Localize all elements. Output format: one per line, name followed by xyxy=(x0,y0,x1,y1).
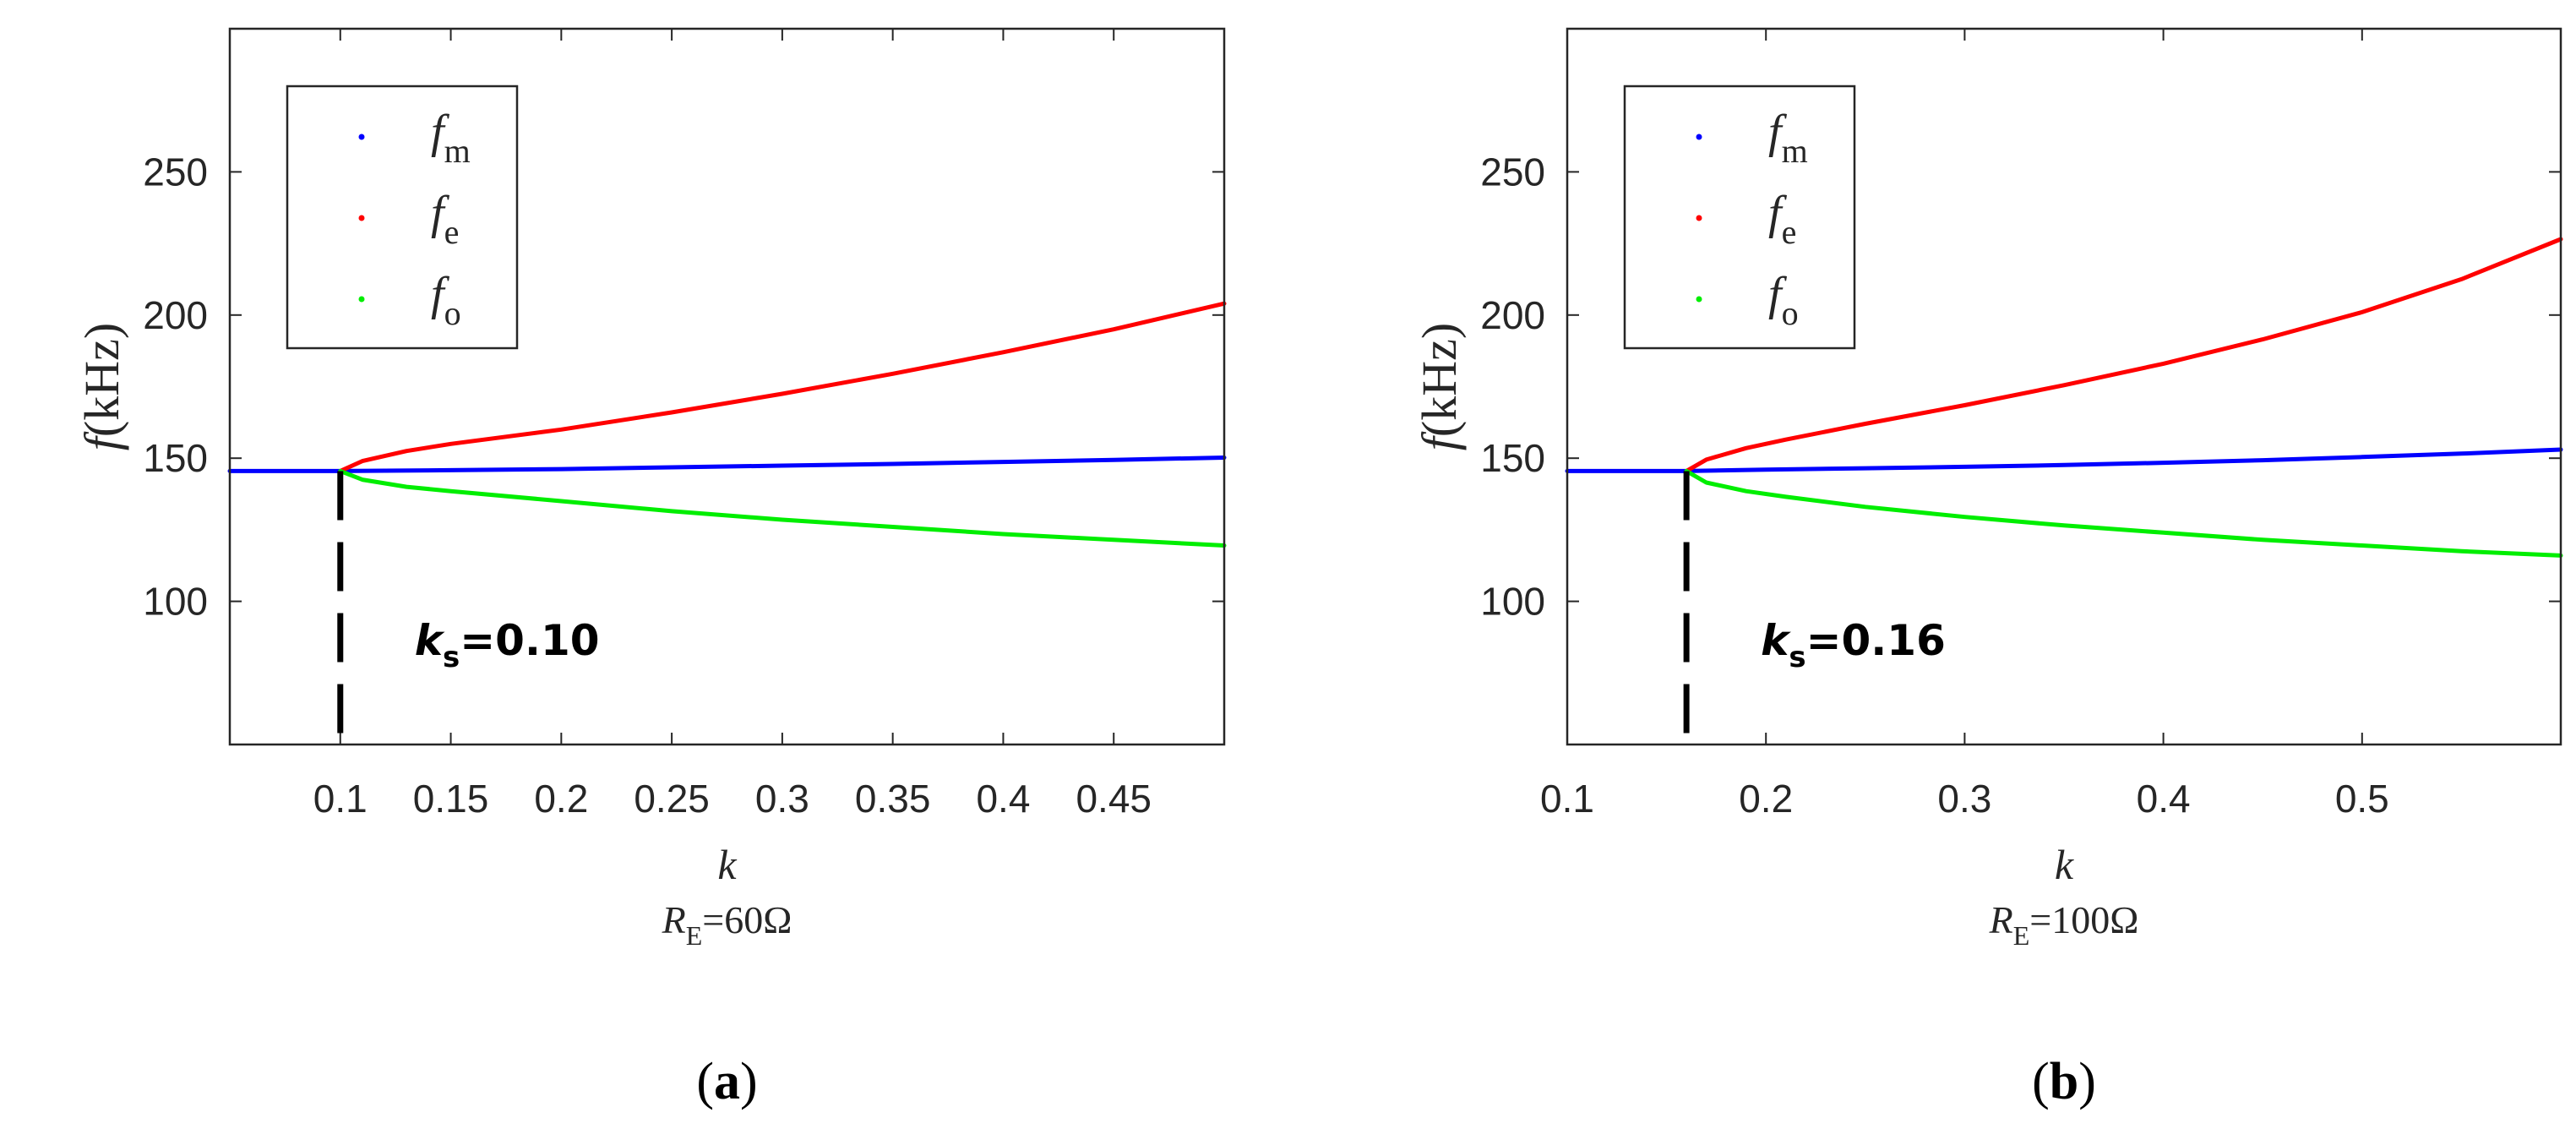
x-tick-label: 0.35 xyxy=(855,777,931,821)
y-tick-label: 250 xyxy=(1480,150,1545,194)
chart-panel-a: 100 150 200 250 0.1 0.15 0.2 0.25 0.3 0.35 0.4 0.45… xyxy=(74,27,1227,1110)
y-tick-label: 150 xyxy=(1480,436,1545,480)
ks-annotation: ks=0.16 xyxy=(1761,616,1946,674)
panel-label: (a) xyxy=(696,1053,757,1110)
legend-marker xyxy=(358,134,365,140)
legend-marker xyxy=(1696,296,1702,303)
axes-box xyxy=(228,27,1226,746)
legend-marker xyxy=(1696,215,1702,221)
y-axis-label: f(kHz) xyxy=(74,323,129,450)
x-tick-label: 0.1 xyxy=(313,777,368,821)
panel-label: (b) xyxy=(2032,1053,2096,1110)
legend-label: fm xyxy=(431,106,471,170)
legend-marker xyxy=(358,296,365,303)
series-line-f-o xyxy=(1684,468,2563,558)
series-line-f-e xyxy=(1684,237,2563,473)
legend-marker xyxy=(358,215,365,221)
condition-label: RE=100Ω xyxy=(1989,898,2139,951)
y-tick-label: 100 xyxy=(1480,580,1545,624)
axes-box xyxy=(1566,27,2562,746)
y-axis-label: f(kHz) xyxy=(1412,323,1467,450)
ks-annotation: ks=0.10 xyxy=(415,616,600,674)
x-tick-label: 0.5 xyxy=(2335,777,2389,821)
x-tick-label: 0.25 xyxy=(634,777,710,821)
x-tick-label: 0.2 xyxy=(1739,777,1793,821)
series-line-f-m xyxy=(227,455,1227,473)
x-tick-label: 0.15 xyxy=(413,777,489,821)
series-line-f-e xyxy=(338,301,1227,473)
x-tick-label: 0.1 xyxy=(1540,777,1594,821)
x-tick-label: 0.45 xyxy=(1076,777,1152,821)
y-tick-label: 200 xyxy=(1480,293,1545,337)
legend-box xyxy=(1623,85,1856,350)
x-tick-label: 0.3 xyxy=(1937,777,1991,821)
x-axis-label: k xyxy=(2055,841,2074,888)
x-tick-label: 0.4 xyxy=(2137,777,2191,821)
y-tick-label: 200 xyxy=(143,293,208,337)
x-axis-label: k xyxy=(717,841,737,888)
y-tick-label: 150 xyxy=(143,436,208,480)
x-tick-label: 0.2 xyxy=(534,777,588,821)
condition-label: RE=60Ω xyxy=(662,898,792,951)
x-tick-label: 0.3 xyxy=(755,777,809,821)
x-tick-label: 0.4 xyxy=(976,777,1030,821)
series-line-f-o xyxy=(338,468,1227,548)
y-tick-label: 100 xyxy=(143,580,208,624)
y-tick-label: 250 xyxy=(143,150,208,194)
legend-box xyxy=(286,85,519,350)
series-line-f-m xyxy=(1565,447,2563,473)
legend-marker xyxy=(1696,134,1702,140)
